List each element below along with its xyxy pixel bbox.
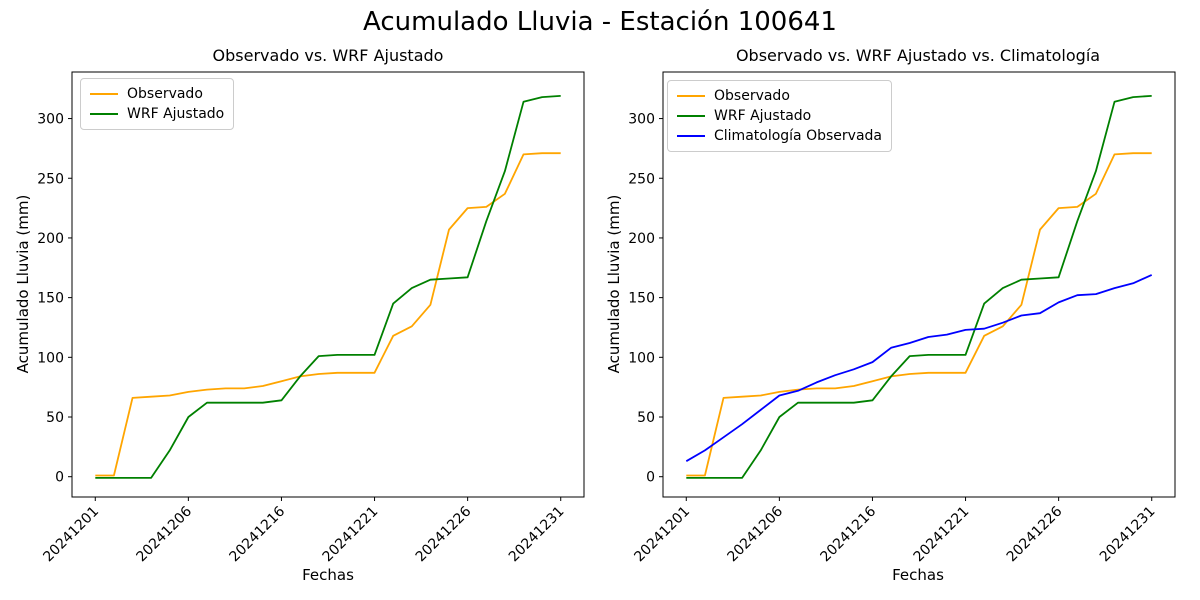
- x-tick-label: 20241231: [506, 504, 568, 566]
- legend-entry: Observado: [90, 84, 224, 104]
- legend-entry: WRF Ajustado: [90, 104, 224, 124]
- legend-line-sample: [90, 93, 118, 95]
- right-legend: Observado WRF Ajustado Climatología Observ…: [667, 80, 892, 152]
- x-tick-label: 20241226: [413, 503, 475, 565]
- right-chart-title: Observado vs. WRF Ajustado vs. Climatolo…: [735, 46, 1101, 65]
- y-tick-label: 250: [37, 171, 64, 187]
- legend-line-sample: [677, 135, 705, 137]
- y-tick-label: 250: [628, 171, 655, 187]
- x-tick-label: 20241221: [320, 504, 382, 566]
- legend-entry: Climatología Observada: [677, 126, 882, 146]
- x-tick-label: 20241216: [818, 503, 880, 565]
- y-tick-label: 0: [55, 470, 64, 486]
- y-tick-label: 100: [628, 350, 655, 366]
- y-tick-label: 0: [646, 470, 655, 486]
- x-tick-label: 20241201: [40, 504, 102, 566]
- x-tick-label: 20241226: [1004, 503, 1066, 565]
- y-tick-label: 50: [46, 410, 64, 426]
- legend-label: Observado: [127, 86, 203, 102]
- y-tick-label: 200: [628, 231, 655, 247]
- left-y-axis-label: Acumulado Lluvia (mm): [14, 194, 32, 374]
- x-tick-label: 20241221: [911, 504, 973, 566]
- x-tick-label: 20241201: [631, 504, 693, 566]
- series-line-wrf-ajustado: [686, 95, 1152, 479]
- left-chart-title: Observado vs. WRF Ajustado: [212, 46, 444, 65]
- series-line-observado: [95, 152, 561, 477]
- series-line-climatolog-a-observada: [685, 274, 1153, 462]
- y-tick-label: 100: [37, 350, 64, 366]
- figure-title: Acumulado Lluvia - Estación 100641: [363, 7, 837, 37]
- x-tick-label: 20241231: [1097, 504, 1159, 566]
- legend-line-sample: [90, 113, 118, 115]
- axes-frame: [71, 71, 585, 498]
- right-y-axis-label: Acumulado Lluvia (mm): [605, 194, 623, 374]
- legend-entry: WRF Ajustado: [677, 106, 882, 126]
- y-tick-label: 200: [37, 231, 64, 247]
- x-tick-label: 20241216: [227, 503, 289, 565]
- axes-0: 0 50 100 150 200 250 300 20241201 20241206 202412…: [37, 71, 585, 566]
- legend-line-sample: [677, 115, 705, 117]
- legend-label: WRF Ajustado: [127, 106, 225, 122]
- legend-entry: Observado: [677, 86, 882, 106]
- y-tick-label: 50: [637, 410, 655, 426]
- legend-line-sample: [677, 95, 705, 97]
- y-tick-label: 150: [37, 291, 64, 307]
- y-tick-label: 300: [37, 112, 64, 128]
- x-tick-label: 20241206: [133, 503, 195, 565]
- axes-frame: [662, 71, 1176, 498]
- right-x-axis-label: Fechas: [892, 566, 944, 584]
- y-tick-label: 150: [628, 291, 655, 307]
- legend-label: Climatología Observada: [714, 128, 882, 144]
- legend-label: Observado: [714, 88, 790, 104]
- x-tick-label: 20241206: [724, 503, 786, 565]
- left-legend: Observado WRF Ajustado: [80, 78, 235, 130]
- series-line-wrf-ajustado: [95, 95, 561, 479]
- legend-label: WRF Ajustado: [714, 108, 812, 124]
- series-line-observado: [686, 152, 1152, 477]
- left-x-axis-label: Fechas: [302, 566, 354, 584]
- y-tick-label: 300: [628, 112, 655, 128]
